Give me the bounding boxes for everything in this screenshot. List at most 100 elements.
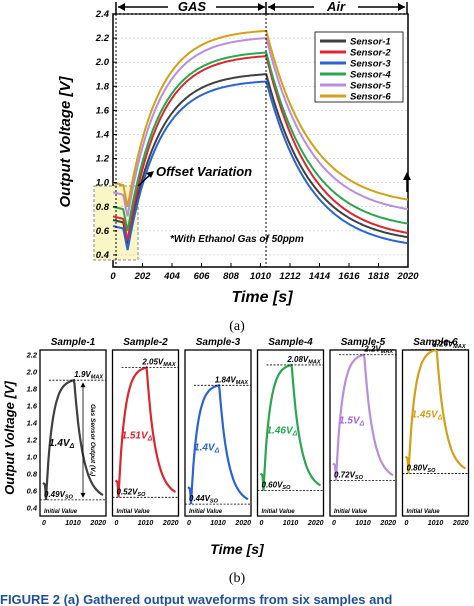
x-tick-label-b: 0: [115, 520, 119, 527]
y-tick-label: 1.8: [96, 81, 110, 92]
initial-value-label: Initial Value: [262, 509, 296, 515]
y-tick-label-b: 2.0: [26, 368, 38, 377]
so-value-label: 0.49VSO: [44, 490, 74, 501]
legend-label-sensor-1: Sensor-1: [350, 37, 391, 48]
series-lines-a: [112, 29, 409, 251]
delta-arrow-bottom: [80, 492, 86, 498]
chart-a: 0.4 0.6 0.8 1.0 1.2 1.4 1.6 1.8 2.0 2.2 2.4 0 202 40…: [57, 0, 419, 334]
legend-label-sensor-5: Sensor-5: [350, 81, 391, 92]
initial-value-label: Initial Value: [189, 509, 223, 515]
x-tick-label-b: 2020: [162, 520, 179, 527]
y-tick-label: 2.0: [95, 57, 110, 68]
series-line-sensor-4: [112, 51, 409, 232]
sample-panels: Sample-1 1.9VMAX 1.4VΔ 0.49VSO Initial Value…: [39, 337, 470, 527]
x-tick-label: 808: [223, 271, 240, 282]
y-tick-label: 0.8: [96, 202, 110, 213]
phase-bar: GAS Air: [115, 0, 408, 14]
x-axis-label-a: Time [s]: [231, 289, 293, 306]
panel-frame: [329, 349, 397, 517]
x-tick-label-b: 2020: [379, 520, 396, 527]
sample-panel-5: Sample-52.2VMAX 1.5VΔ 0.72VSO Initial Value…: [329, 337, 397, 527]
y-tick-label: 1.4: [96, 129, 110, 140]
series-line-sensor-2: [112, 55, 409, 241]
x-tick-label: 1212: [279, 271, 301, 282]
initial-value-label: Initial Value: [334, 509, 368, 515]
so-value-label: 0.52VSO: [117, 487, 147, 498]
legend-label-sensor-6: Sensor-6: [350, 92, 391, 103]
sample-panel-4: Sample-4 2.08VMAX 1.46VΔ 0.60VSO Initial Val…: [256, 337, 325, 527]
x-tick-label-b: 1010: [428, 520, 444, 527]
figure-caption: FIGURE 2 (a) Gathered output waveforms f…: [0, 592, 392, 606]
delta-value-label: 1.51VΔ: [122, 430, 153, 442]
x-tick-label: 404: [163, 271, 181, 282]
delta-value-label: 1.5VΔ: [339, 416, 365, 428]
y-ticks-b: 0.4 0.6 0.8 1.0 1.2 1.4 1.6 1.8 2.0 2.2: [26, 351, 38, 513]
y-tick-label-b: 0.6: [27, 487, 38, 496]
y-axis-label-b: Output Voltage [V]: [2, 381, 17, 495]
sample-line: [259, 363, 321, 491]
sample-line: [42, 379, 104, 500]
x-ticks-a: 0 202 404 606 808 1010 1212 1414 1616 1818 2020: [110, 263, 419, 282]
x-tick-label-b: 1010: [65, 520, 81, 527]
x-tick-label-b: 1010: [210, 520, 226, 527]
y-tick-label-b: 0.4: [27, 504, 38, 513]
x-tick-label-b: 2020: [307, 520, 324, 527]
ethanol-note: *With Ethanol Gas of 50ppm: [170, 234, 304, 245]
sample-title: Sample-4: [268, 337, 313, 348]
sample-title: Sample-3: [196, 337, 241, 348]
max-value-label: 2.2VMAX: [363, 345, 393, 356]
chart-b: 0.4 0.6 0.8 1.0 1.2 1.4 1.6 1.8 2.0 2.2 Sample-1 1…: [2, 337, 470, 586]
max-value-label: 2.05VMAX: [141, 357, 175, 368]
gas-sensor-output-label: Gas Sensor Output (Vₐ): [89, 404, 96, 476]
delta-value-label: 1.46VΔ: [267, 426, 298, 438]
legend-label-sensor-3: Sensor-3: [350, 59, 391, 70]
sample-panel-1: Sample-1 1.9VMAX 1.4VΔ 0.49VSO Initial Value…: [39, 337, 107, 527]
sample-panel-3: Sample-3 1.84VMAX 1.4VΔ 0.44VSO Initial Valu…: [184, 337, 252, 527]
x-axis-label-b: Time [s]: [210, 541, 265, 557]
y-tick-label: 1.0: [96, 178, 110, 189]
x-tick-label: 202: [134, 271, 152, 282]
y-tick-label: 1.2: [96, 154, 110, 165]
x-tick-label-b: 0: [187, 520, 191, 527]
delta-arrow-top: [80, 382, 86, 388]
delta-value-label: 1.4VΔ: [194, 443, 220, 455]
panel-frame: [401, 349, 470, 517]
offset-variation-label: Offset Variation: [156, 164, 252, 179]
y-tick-label-b: 2.2: [26, 351, 38, 360]
y-tick-label-b: 1.2: [27, 436, 38, 445]
x-tick-label-b: 2020: [452, 520, 469, 527]
x-tick-label-b: 2020: [234, 520, 251, 527]
x-tick-label: 0: [110, 271, 116, 282]
so-value-label: 0.72VSO: [334, 470, 364, 481]
legend-label-sensor-4: Sensor-4: [350, 70, 391, 81]
legend-box: [314, 31, 404, 103]
x-tick-label-b: 0: [332, 520, 336, 527]
x-tick-label-b: 1010: [138, 520, 154, 527]
x-tick-label: 2020: [396, 271, 419, 282]
sample-panel-2: Sample-2 2.05VMAX 1.51VΔ 0.52VSO Initial Val…: [111, 337, 180, 527]
x-tick-label: 1010: [250, 271, 272, 282]
delta-value-label: 1.4VΔ: [49, 438, 75, 450]
sample-line: [114, 366, 176, 498]
sample-line: [332, 353, 394, 481]
sample-title: Sample-1: [51, 337, 96, 348]
y-axis-label-a: Output Voltage [V]: [57, 75, 74, 207]
series-line-sensor-1: [112, 73, 409, 245]
x-tick-label-b: 1010: [283, 520, 299, 527]
series-line-sensor-5: [112, 37, 409, 217]
series-line-sensor-3: [112, 80, 409, 251]
sample-title: Sample-2: [123, 337, 168, 348]
sample-line: [404, 348, 466, 474]
max-value-label: 2.08VMAX: [286, 355, 320, 366]
sample-title: Sample-6: [413, 337, 458, 348]
caption-b: (b): [229, 571, 246, 586]
y-tick-label: 1.6: [96, 105, 110, 116]
y-tick-label: 2.2: [95, 33, 110, 44]
offset-arrowhead-1: [146, 171, 154, 178]
x-tick-label: 606: [194, 271, 211, 282]
initial-value-label: Initial Value: [117, 509, 151, 515]
max-value-label: 1.84VMAX: [215, 375, 248, 386]
caption-a: (a): [229, 319, 245, 334]
y-tick-label-b: 1.8: [27, 385, 38, 394]
